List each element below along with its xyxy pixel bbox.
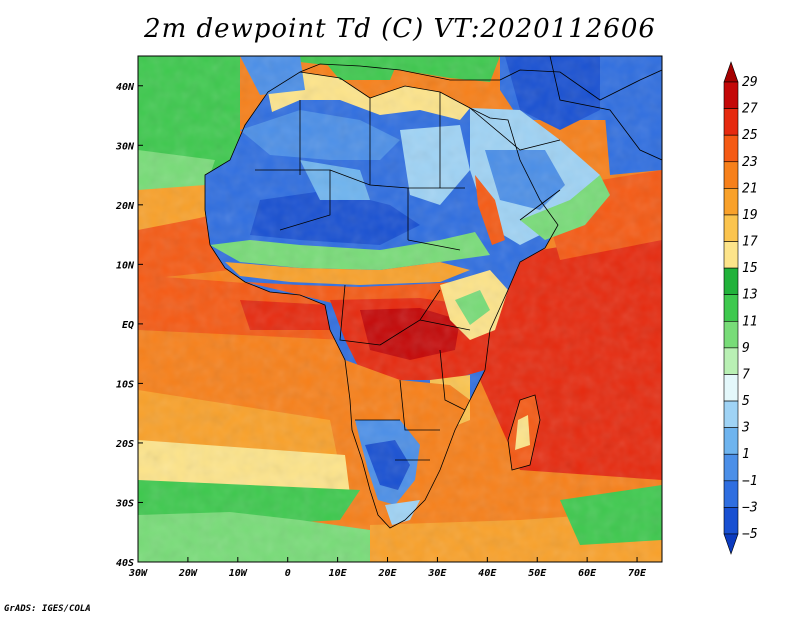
colorbar-segment [723, 374, 739, 402]
latitude-axis: 40N 30N 20N 10N EQ 10S 20S 30S 40S [115, 82, 143, 569]
colorbar-label: −3 [742, 500, 758, 515]
longitude-axis: 30W 20W 10W 0 10E 20E 30E 40E 50E 60E 70E [128, 557, 647, 579]
colorbar-label: −1 [742, 474, 758, 489]
lon-tick-label: 50E [528, 568, 547, 579]
map-frame [137, 55, 663, 563]
lon-tick-label: 20E [377, 568, 397, 579]
credit-text: GrADS: IGES/COLA [4, 604, 91, 614]
lat-tick-label: 10N [116, 260, 135, 271]
colorbar-label: 7 [742, 367, 750, 382]
lon-tick-label: 20W [178, 568, 198, 579]
colorbar-segment [723, 400, 739, 428]
colorbar-label: 1 [742, 447, 750, 462]
colorbar-segment [723, 507, 739, 535]
colorbar-segment [723, 347, 739, 375]
colorbar-label: 19 [742, 208, 758, 223]
colorbar-segment [723, 161, 739, 189]
colorbar-label: 21 [742, 181, 758, 196]
lat-tick-label: 40N [116, 82, 135, 93]
map-title: 2m dewpoint Td (C) VT:2020112606 [144, 14, 656, 44]
colorbar-label: 25 [742, 128, 758, 143]
country-borders [204, 56, 662, 529]
lat-tick-label: 20S [115, 439, 134, 450]
colorbar-segment [723, 453, 739, 482]
colorbar-segment [723, 108, 739, 136]
colorbar-label: 13 [742, 288, 758, 303]
lon-tick-label: 10E [329, 568, 348, 579]
colorbar-label: 11 [742, 314, 758, 329]
colorbar: 29 27 25 23 21 19 17 15 13 11 9 7 5 3 1 −1 −3 −5 [723, 61, 758, 555]
colorbar-top-arrow [723, 61, 739, 83]
dewpoint-field [138, 56, 662, 562]
colorbar-label: 17 [742, 235, 758, 250]
lon-tick-label: 10W [229, 568, 248, 579]
colorbar-segment [723, 267, 739, 296]
colorbar-segment [723, 480, 739, 508]
lat-tick-label: 40S [116, 558, 134, 569]
lon-tick-label: 0 [285, 568, 291, 579]
lon-tick-label: 70E [628, 568, 647, 579]
colorbar-label: 5 [742, 394, 750, 409]
colorbar-label: 27 [742, 102, 758, 117]
colorbar-label: 29 [742, 75, 758, 90]
colorbar-label: 23 [742, 155, 758, 170]
lat-tick-label: EQ [122, 320, 134, 331]
colorbar-segment [723, 214, 739, 242]
lon-tick-label: 60E [578, 568, 597, 579]
lon-tick-label: 30W [128, 568, 148, 579]
colorbar-label: 15 [742, 261, 758, 276]
colorbar-segment [723, 427, 739, 455]
lat-tick-label: 30N [115, 141, 135, 152]
colorbar-segment [723, 134, 739, 163]
colorbar-segment [723, 320, 739, 349]
colorbar-label: 3 [741, 421, 750, 436]
lat-tick-label: 20N [115, 201, 135, 212]
colorbar-bottom-arrow [723, 533, 739, 555]
colorbar-label: 9 [742, 341, 750, 356]
colorbar-segment [723, 188, 739, 216]
lon-tick-label: 40E [478, 568, 497, 579]
lon-tick-label: 30E [427, 568, 447, 579]
lat-tick-label: 30S [115, 498, 134, 509]
colorbar-segment [723, 294, 739, 322]
colorbar-segment [723, 81, 739, 109]
colorbar-label: −5 [742, 527, 758, 542]
colorbar-segment [723, 241, 739, 269]
lat-tick-label: 10S [116, 379, 134, 390]
